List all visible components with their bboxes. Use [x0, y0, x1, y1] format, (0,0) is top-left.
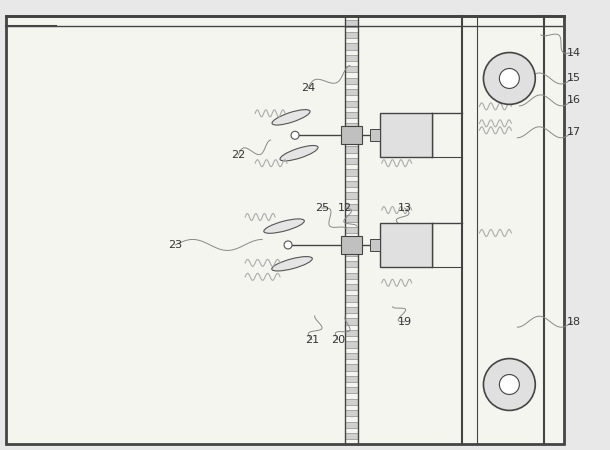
Bar [370, 129, 380, 141]
Bar [345, 66, 358, 72]
Bar [345, 296, 358, 302]
Bar [345, 364, 358, 370]
Bar [345, 215, 358, 221]
Bar [345, 433, 358, 439]
Bar [345, 146, 358, 153]
Text: 25: 25 [315, 203, 329, 213]
Circle shape [500, 374, 519, 395]
Bar [345, 123, 358, 130]
Text: 13: 13 [398, 203, 412, 213]
Bar [345, 100, 358, 107]
Text: 14: 14 [567, 48, 581, 58]
Text: 21: 21 [305, 335, 319, 345]
Text: 16: 16 [567, 95, 581, 105]
Bar [345, 238, 358, 244]
Bar [345, 410, 358, 416]
Circle shape [284, 241, 292, 249]
Text: 22: 22 [231, 150, 245, 160]
Bar [345, 399, 358, 405]
Bar [345, 319, 358, 325]
Bar [345, 32, 358, 38]
Ellipse shape [272, 110, 310, 125]
Text: 23: 23 [168, 240, 182, 250]
Bar [342, 236, 362, 254]
Bar [345, 158, 358, 164]
Bar [345, 307, 358, 313]
Bar [342, 126, 362, 144]
Bar [345, 284, 358, 290]
Bar [370, 239, 380, 251]
Bar [345, 55, 358, 61]
Bar [345, 169, 358, 176]
Bar [345, 43, 358, 50]
Bar [345, 261, 358, 267]
Circle shape [291, 131, 299, 139]
Bar [380, 223, 432, 267]
Text: 24: 24 [301, 83, 315, 94]
Bar [345, 204, 358, 210]
Ellipse shape [264, 219, 304, 233]
Bar [380, 113, 432, 157]
Ellipse shape [272, 256, 312, 271]
Bar [345, 387, 358, 393]
Text: 15: 15 [567, 73, 581, 83]
Bar [345, 181, 358, 187]
Bar [345, 353, 358, 359]
Bar [345, 250, 358, 256]
Text: 20: 20 [331, 335, 345, 345]
Ellipse shape [280, 145, 318, 161]
Bar [345, 422, 358, 428]
Bar [345, 135, 358, 141]
Bar [345, 341, 358, 347]
Text: 18: 18 [567, 317, 581, 327]
Bar [345, 89, 358, 95]
Bar [345, 112, 358, 118]
Text: 12: 12 [338, 203, 352, 213]
Bar [345, 78, 358, 84]
Text: 19: 19 [398, 317, 412, 327]
Bar [345, 330, 358, 336]
Circle shape [484, 53, 536, 104]
Circle shape [500, 68, 519, 88]
Circle shape [484, 359, 536, 410]
Bar [345, 20, 358, 27]
Bar [345, 273, 358, 279]
Bar [345, 376, 358, 382]
Text: 17: 17 [567, 127, 581, 137]
Bar [345, 192, 358, 198]
Bar [345, 227, 358, 233]
